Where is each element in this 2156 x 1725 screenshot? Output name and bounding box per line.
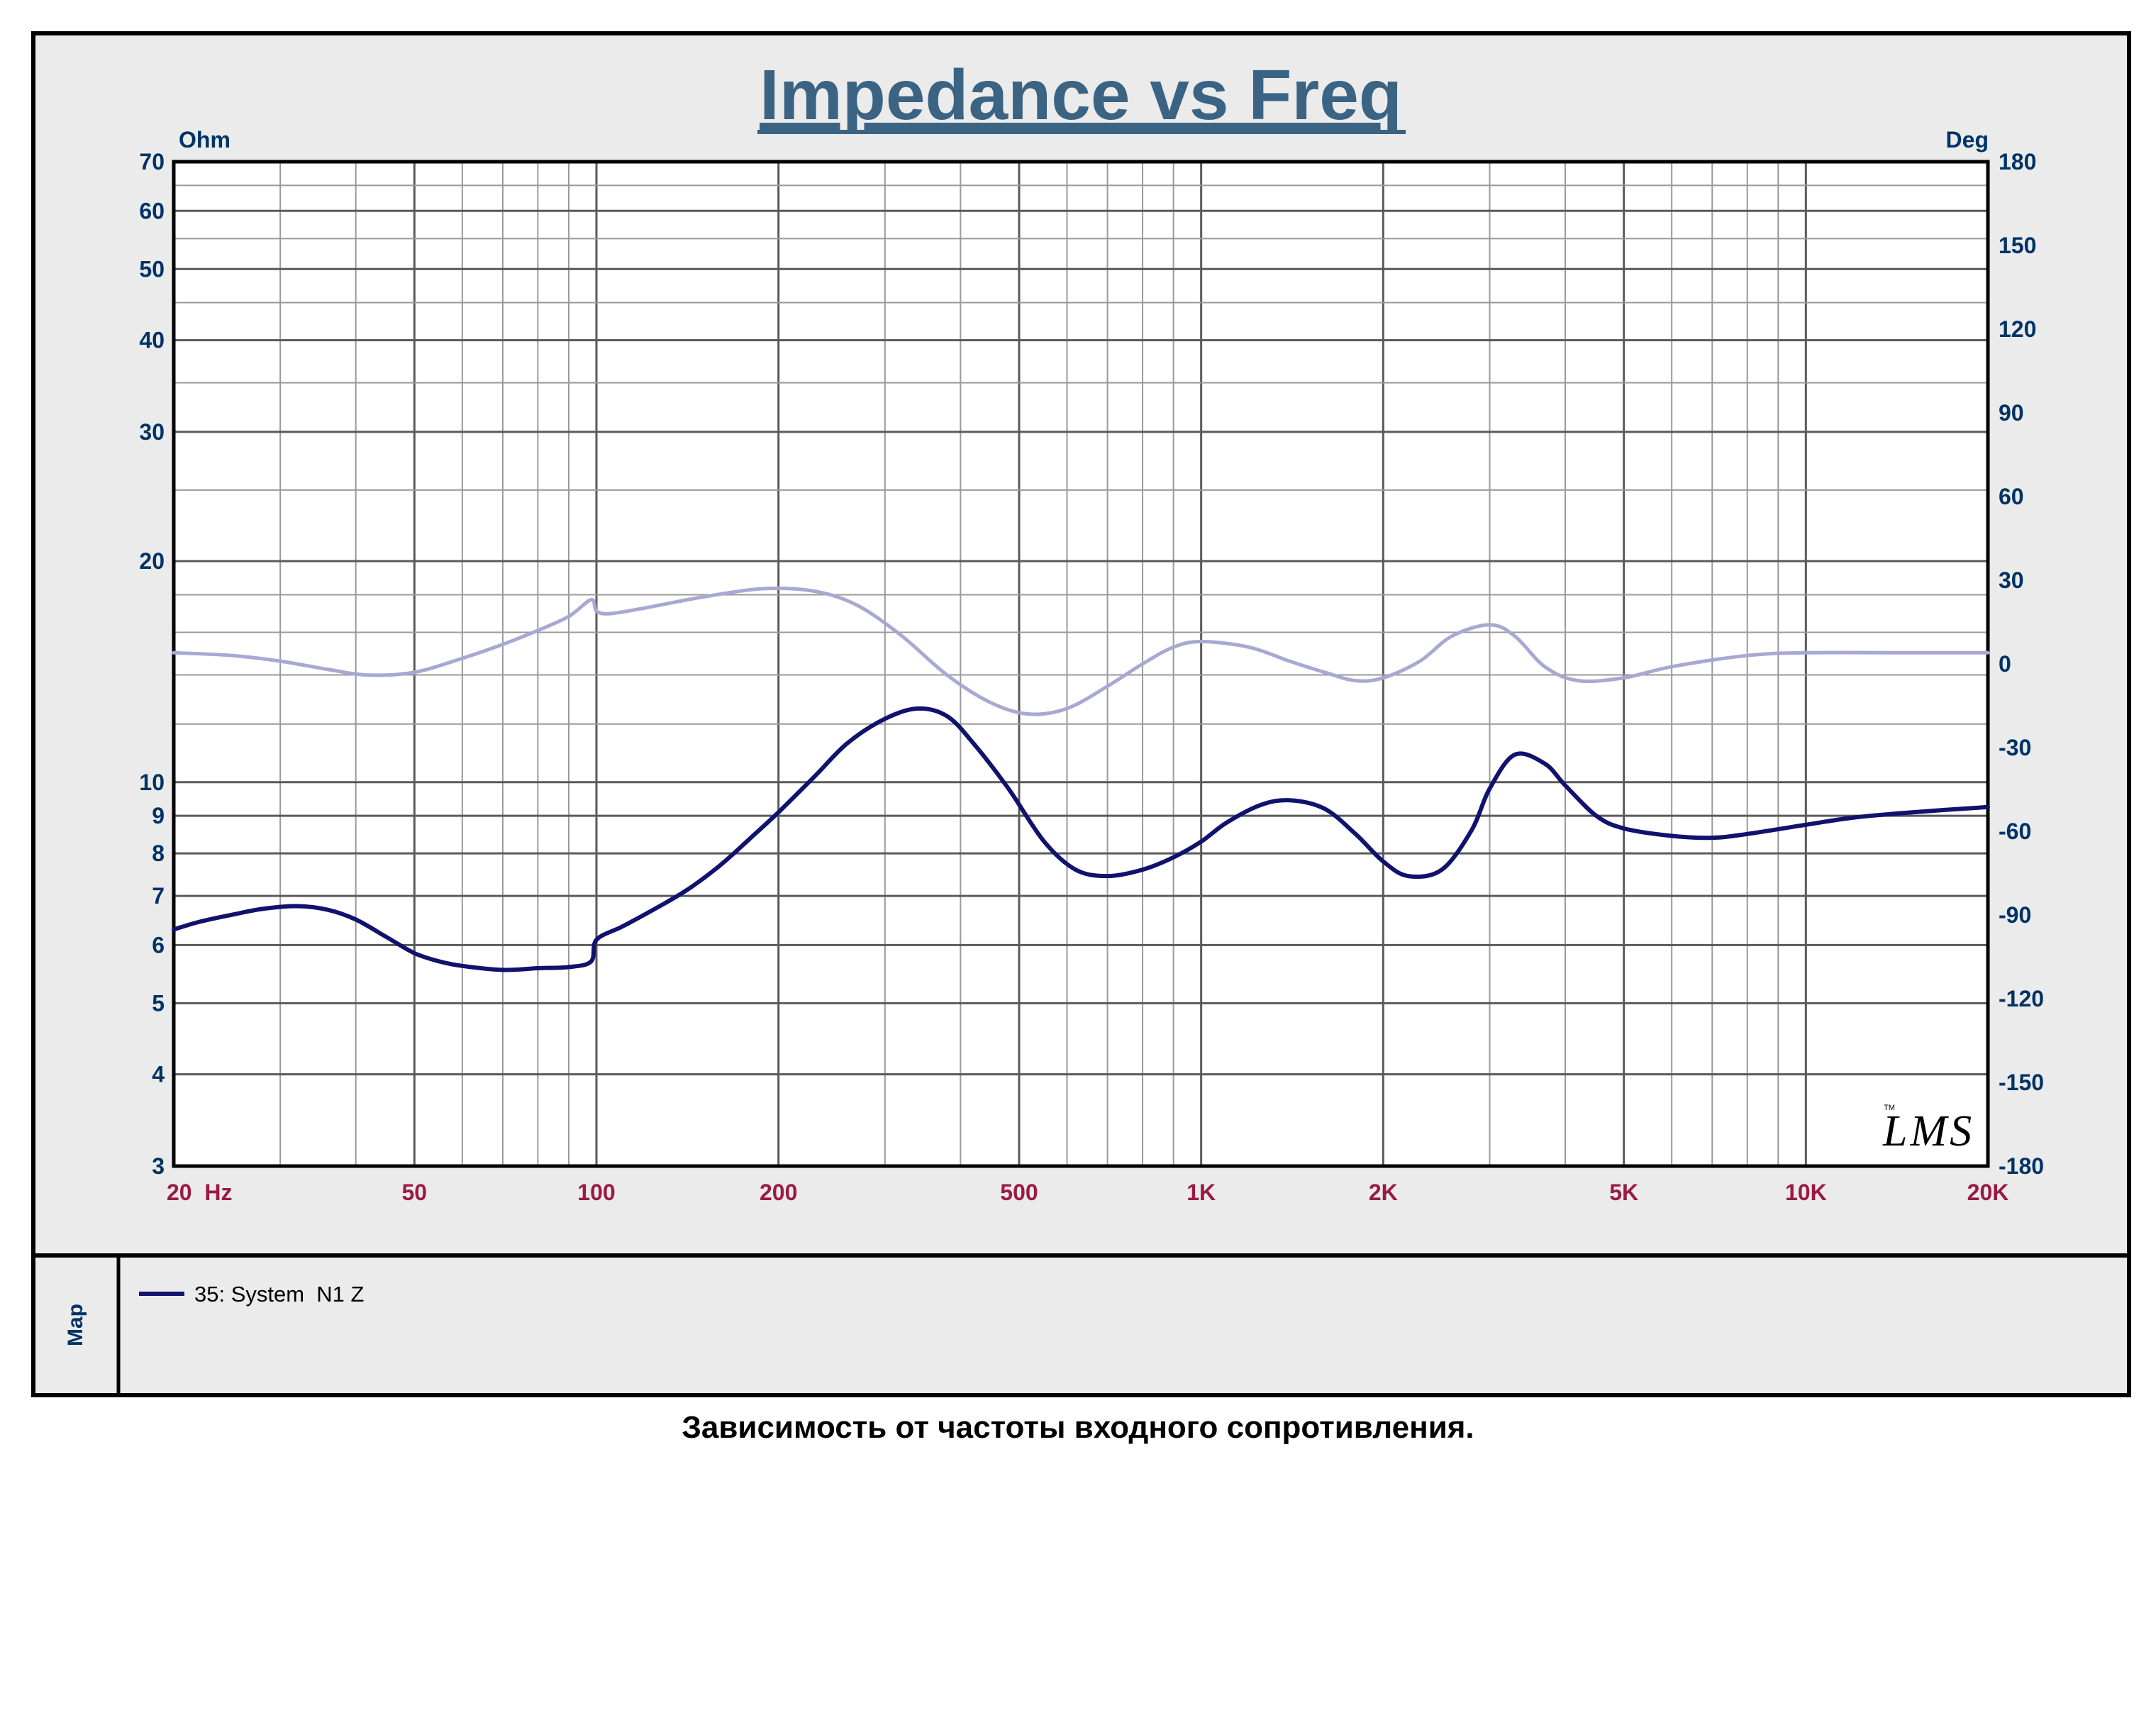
y-left-tick-label: 6 <box>152 932 165 958</box>
y-right-tick-label: -60 <box>1999 819 2031 844</box>
phase-series-line <box>172 586 1990 716</box>
impedance-series-line <box>172 706 1990 972</box>
x-tick-label: 50 <box>402 1180 428 1205</box>
y-left-tick-label: 30 <box>139 419 165 445</box>
y-right-tick-label: -180 <box>1999 1153 2044 1179</box>
y-left-tick-label: 20 <box>139 548 165 574</box>
chart-title: Impedance vs Freq <box>760 55 1402 135</box>
y-right-tick-label: -150 <box>1999 1070 2044 1095</box>
y-left-tick-label: 8 <box>152 841 165 866</box>
y-right-tick-label: -30 <box>1999 735 2031 760</box>
x-tick-label: 100 <box>577 1180 615 1205</box>
y-left-tick-label: 7 <box>152 883 165 909</box>
x-tick-label: 200 <box>760 1180 797 1205</box>
x-tick-label: 2K <box>1369 1180 1398 1205</box>
y-right-tick-label: 30 <box>1999 567 2024 593</box>
y-right-tick-label: 180 <box>1999 149 2036 174</box>
logo-tm: TM <box>1884 1104 1895 1112</box>
legend-panel-label: Map <box>64 1304 87 1346</box>
y-left-tick-label: 50 <box>139 256 165 282</box>
x-tick-label: 1K <box>1187 1180 1216 1205</box>
plot-border <box>172 160 1990 1168</box>
y-left-tick-label: 9 <box>152 803 165 828</box>
y-left-tick-label: 5 <box>152 990 165 1016</box>
y-left-tick-label: 70 <box>139 149 165 174</box>
y-right-tick-label: 150 <box>1999 233 2036 258</box>
y-left-tick-label: 4 <box>152 1062 165 1087</box>
y-right-tick-label: -120 <box>1999 986 2044 1011</box>
figure-caption: Зависимость от частоты входного сопротив… <box>682 1410 1474 1445</box>
x-tick-label: 10K <box>1785 1180 1827 1205</box>
legend-entry-label: 35: System N1 Z <box>194 1282 364 1307</box>
logo-text: LMS <box>1882 1107 1974 1155</box>
y-right-tick-label: -90 <box>1999 902 2031 928</box>
y-right-tick-labels: 180 150 120 90 60 30 0 -30 -60 -90 -120 -150 -180 <box>1999 149 2044 1179</box>
y-right-unit: Deg <box>1946 127 1989 152</box>
x-tick-label: 20K <box>1967 1180 2009 1205</box>
series-layer <box>172 586 1990 972</box>
y-left-unit: Ohm <box>179 127 230 152</box>
y-right-tick-label: 0 <box>1999 651 2011 677</box>
y-right-tick-label: 120 <box>1999 316 2036 342</box>
y-right-tick-label: 60 <box>1999 484 2024 509</box>
y-left-tick-label: 3 <box>152 1153 165 1179</box>
y-left-tick-label: 60 <box>139 198 165 223</box>
x-tick-label: 20 Hz <box>167 1180 232 1205</box>
x-tick-label: 500 <box>1000 1180 1038 1205</box>
y-right-tick-label: 90 <box>1999 400 2024 426</box>
grid <box>174 162 1988 1166</box>
y-left-tick-label: 10 <box>139 770 165 795</box>
x-tick-label: 5K <box>1609 1180 1638 1205</box>
x-tick-labels: 20 Hz 50 100 200 500 1K 2K 5K 10K 20K <box>167 1180 2008 1205</box>
lms-logo: TM LMS <box>1882 1104 1974 1155</box>
y-left-tick-labels: 70 60 50 40 30 20 10 9 8 7 6 5 4 3 <box>139 149 165 1179</box>
y-left-tick-label: 40 <box>139 328 165 353</box>
